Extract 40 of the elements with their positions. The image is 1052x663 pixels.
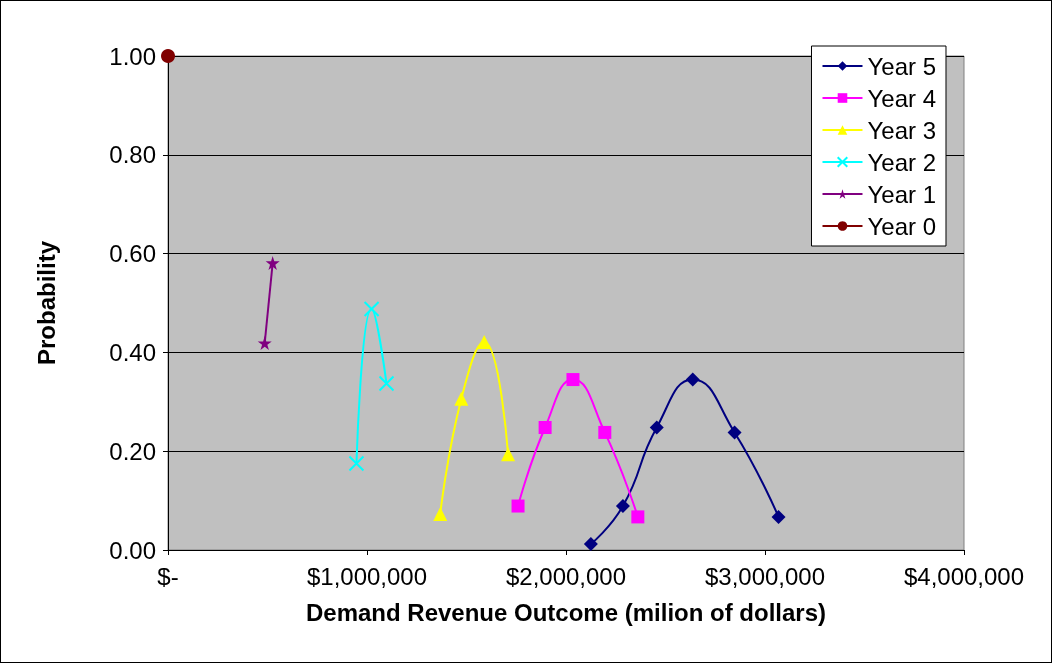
point [511,499,525,513]
point [685,372,700,387]
y-tick-label: 0.60 [109,240,156,268]
point [538,420,552,434]
y-tick-label: 0.80 [109,141,156,169]
legend-label: Year 5 [867,52,937,80]
point [583,537,598,552]
y-axis-title: Probability [32,240,60,366]
point [161,49,175,63]
point [477,335,492,350]
point [433,506,448,521]
point [727,425,742,440]
point [265,255,280,270]
x-tick-label: $3,000,000 [704,562,826,590]
legend-label: Year 3 [867,116,937,144]
y-tick-label: 0.40 [109,338,156,366]
point [363,300,380,317]
point [257,336,272,351]
y-tick-label: 0.00 [109,536,156,564]
legend-label: Year 4 [867,84,937,112]
y-tick-label: 0.20 [109,437,156,465]
x-tick-label: $- [157,562,179,590]
point [501,447,516,462]
point [566,373,580,387]
point [649,420,664,435]
point [378,375,395,392]
point [348,455,365,472]
point [631,510,645,524]
legend-label: Year 0 [867,212,937,240]
x-tick-label: $4,000,000 [903,562,1025,590]
point [615,499,630,514]
x-tick-label: $1,000,000 [306,562,428,590]
point [771,509,786,524]
point [598,425,612,439]
x-axis-title: Demand Revenue Outcome (milion of dollars) [305,598,827,626]
y-tick-label: 1.00 [109,42,156,70]
point [454,391,469,406]
x-tick-label: $2,000,000 [505,562,627,590]
legend-label: Year 1 [867,180,937,208]
legend-label: Year 2 [867,148,937,176]
